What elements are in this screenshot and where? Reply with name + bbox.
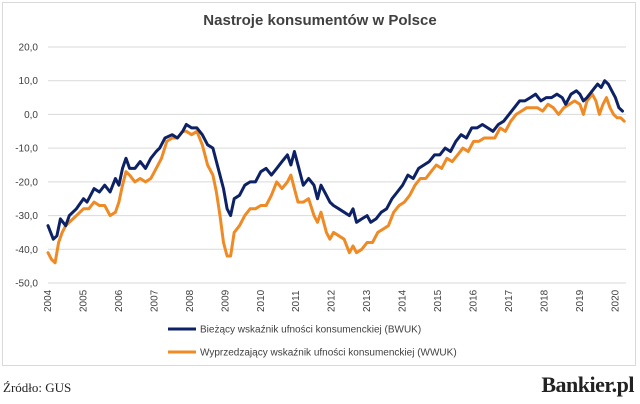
x-tick-label: 2009 [220, 289, 231, 312]
x-tick-label: 2014 [398, 289, 409, 312]
y-tick-label: -20,0 [15, 177, 38, 188]
series-line-wwuk [46, 92, 626, 265]
y-tick-label: -10,0 [15, 144, 38, 155]
y-tick-label: 10,0 [19, 76, 39, 87]
x-tick-label: 2020 [610, 289, 621, 312]
x-tick-label: 2010 [256, 289, 267, 312]
x-tick-label: 2017 [504, 289, 515, 312]
y-tick-label: -50,0 [15, 279, 38, 290]
x-tick-label: 2011 [291, 290, 302, 312]
legend-label-wwuk: Wyprzedzający wskaźnik ufności konsumenc… [200, 348, 457, 359]
legend-label-bwuk: Bieżący wskaźnik ufności konsumenckiej (… [200, 325, 421, 336]
x-tick-label: 2005 [78, 289, 89, 312]
series-line-bwuk [46, 79, 624, 241]
chart-title: Nastroje konsumentów w Polsce [203, 12, 436, 29]
x-tick-label: 2019 [575, 289, 586, 312]
y-tick-label: 20,0 [19, 43, 39, 54]
x-tick-label: 2006 [114, 289, 125, 312]
x-tick-label: 2004 [43, 289, 54, 312]
chart-frame [2, 2, 636, 366]
bankier-logo: Bankier.pl [541, 372, 634, 397]
x-tick-label: 2008 [185, 289, 196, 312]
source-note: Źródło: GUS [3, 380, 72, 395]
y-tick-label: -30,0 [15, 211, 38, 222]
x-tick-label: 2013 [362, 289, 373, 312]
x-tick-label: 2018 [539, 289, 550, 312]
y-tick-label: -40,0 [15, 245, 38, 256]
y-tick-label: 0,0 [24, 110, 38, 121]
x-tick-label: 2012 [327, 289, 338, 312]
x-tick-label: 2015 [433, 289, 444, 312]
x-tick-label: 2016 [469, 289, 480, 312]
x-tick-label: 2007 [149, 289, 160, 312]
